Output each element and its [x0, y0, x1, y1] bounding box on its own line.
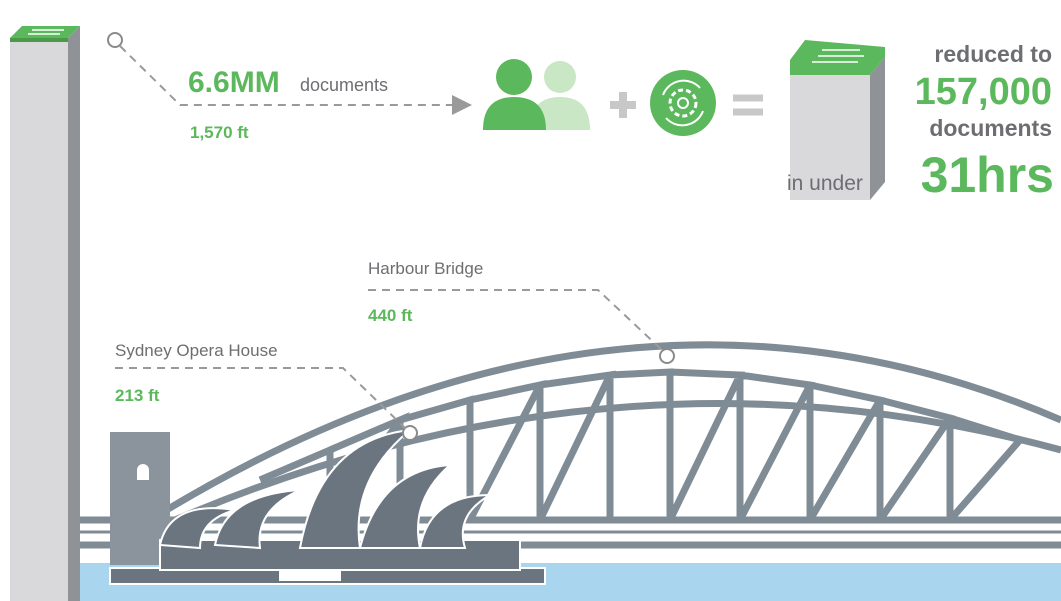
- document-stack: [10, 26, 80, 601]
- stack-unit: documents: [300, 75, 388, 95]
- harbour-bridge: [80, 345, 1061, 545]
- arrow: [452, 95, 472, 115]
- equals: [733, 98, 763, 112]
- landmark-name: Harbour Bridge: [368, 259, 483, 278]
- time: 31hrs: [921, 147, 1054, 203]
- infographic: Harbour Bridge 440 ft Sydney Opera House…: [0, 0, 1061, 601]
- leader-line: [120, 46, 452, 105]
- result-amount: 157,000: [915, 71, 1052, 113]
- pin: [660, 349, 674, 363]
- time-lead: in under: [787, 172, 863, 195]
- result-lead: reduced to: [934, 41, 1052, 67]
- people-icon: [483, 59, 590, 130]
- landmark-height: 440 ft: [368, 306, 413, 325]
- plus: [610, 92, 636, 118]
- pin: [108, 33, 122, 47]
- gear-icon: [650, 70, 716, 136]
- pin: [403, 426, 417, 440]
- result-unit: documents: [929, 115, 1052, 141]
- landmark-name: Sydney Opera House: [115, 341, 278, 360]
- stack-height: 1,570 ft: [190, 123, 249, 142]
- stack-amount: 6.6MM: [188, 66, 280, 99]
- landmark-height: 213 ft: [115, 386, 160, 405]
